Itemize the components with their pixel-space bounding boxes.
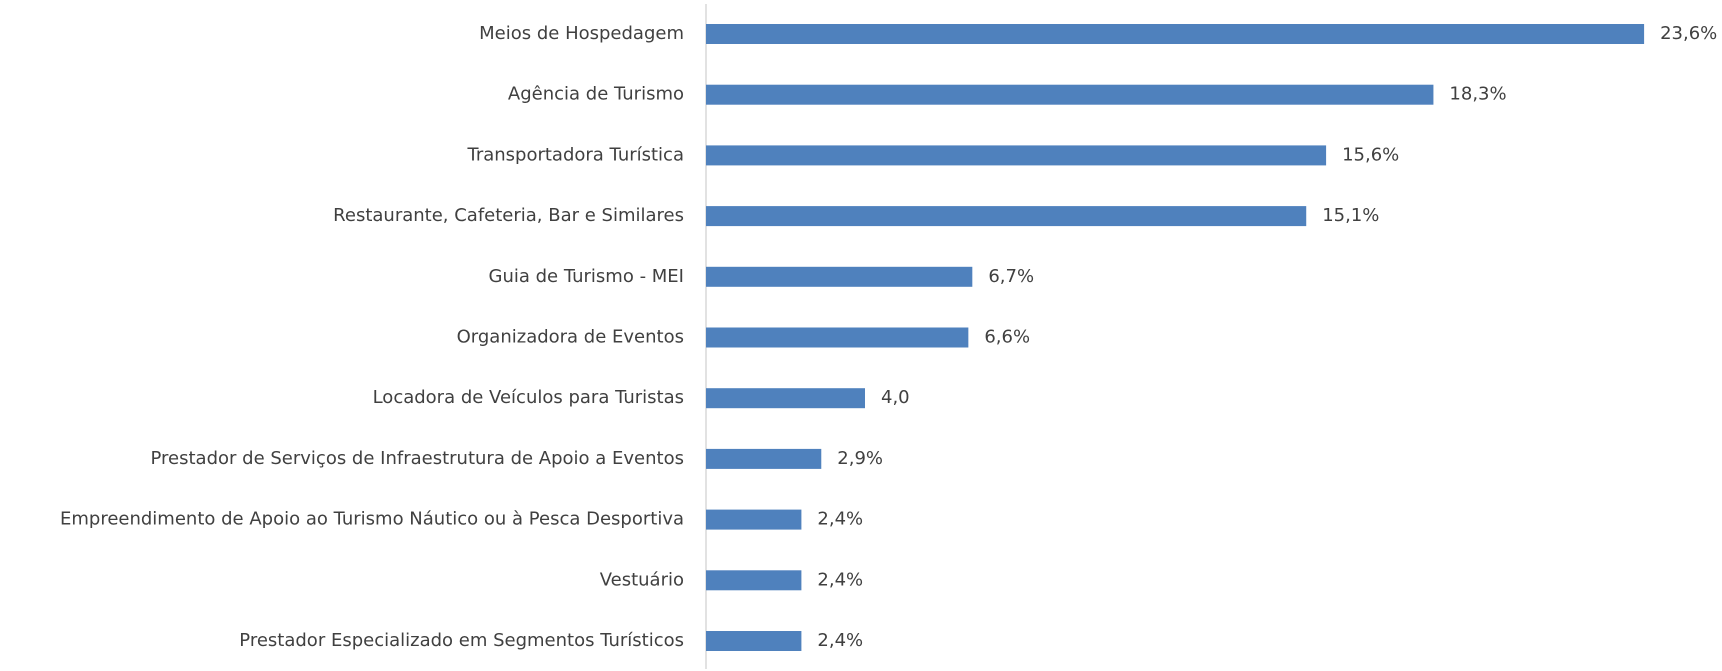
category-label: Locadora de Veículos para Turistas — [373, 387, 684, 408]
value-label: 6,7% — [988, 266, 1034, 287]
value-label: 2,4% — [817, 569, 863, 590]
category-label: Organizadora de Eventos — [457, 327, 684, 348]
bar — [706, 509, 802, 530]
bar — [706, 570, 802, 591]
category-label: Prestador Especializado em Segmentos Tur… — [239, 630, 684, 651]
value-label: 6,6% — [984, 327, 1030, 348]
bar — [706, 631, 802, 651]
value-label: 15,1% — [1322, 205, 1379, 226]
category-label: Restaurante, Cafeteria, Bar e Similares — [333, 205, 684, 226]
value-label: 18,3% — [1449, 84, 1506, 105]
value-label: 23,6% — [1660, 23, 1717, 44]
bar — [706, 388, 865, 409]
category-label: Vestuário — [600, 569, 684, 590]
bar — [706, 327, 969, 348]
category-label: Transportadora Turística — [466, 144, 684, 165]
bar — [706, 84, 1434, 105]
category-label: Guia de Turismo - MEI — [489, 266, 684, 287]
bar — [706, 145, 1327, 166]
bar — [706, 206, 1307, 227]
value-label: 15,6% — [1342, 144, 1399, 165]
category-label: Meios de Hospedagem — [479, 23, 684, 44]
category-label: Empreendimento de Apoio ao Turismo Náuti… — [60, 509, 684, 530]
value-label: 2,4% — [817, 630, 863, 651]
value-label: 2,9% — [837, 448, 883, 469]
value-label: 4,0 — [881, 387, 910, 408]
bar — [706, 266, 973, 287]
category-label: Prestador de Serviços de Infraestrutura … — [151, 448, 685, 469]
bar — [706, 448, 822, 469]
bar — [706, 24, 1645, 44]
value-label: 2,4% — [817, 509, 863, 530]
category-label: Agência de Turismo — [508, 84, 684, 105]
